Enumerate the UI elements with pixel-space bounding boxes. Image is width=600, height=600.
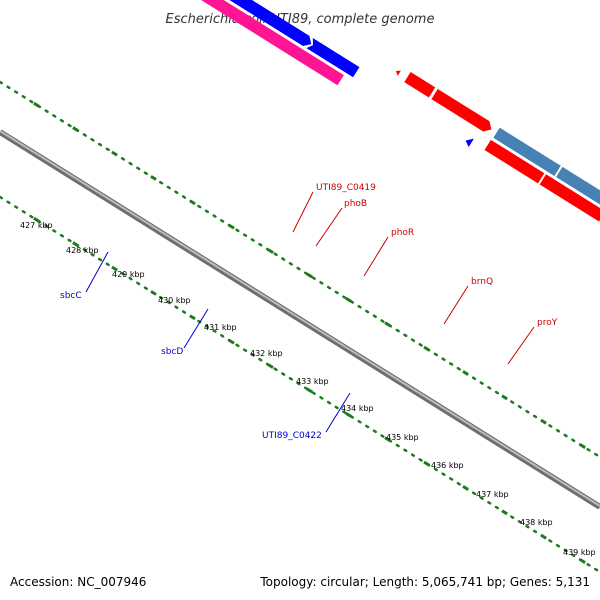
gene-label-uti89-c0422: UTI89_C0422 [262, 431, 322, 441]
tick-label-1: 428 kbp [66, 246, 99, 255]
tick-label-10: 437 kbp [476, 490, 509, 499]
leader-line-3 [443, 285, 469, 325]
gene-label-sbcc: sbcC [60, 291, 82, 301]
tick-label-6: 433 kbp [296, 377, 329, 386]
outer-tick-track [0, 80, 600, 459]
gene-label-proy: proY [537, 318, 558, 328]
leader-line-0 [292, 191, 314, 233]
gene-utI89-c0419 [395, 70, 401, 76]
tick-label-3: 430 kbp [158, 296, 191, 305]
gene-proY-top [556, 166, 600, 215]
leader-line-6 [183, 308, 209, 349]
map-title: Escherichia coli UTI89, complete genome [166, 12, 435, 27]
leader-line-5 [85, 251, 109, 293]
summary-text: Topology: circular; Length: 5,065,741 bp… [259, 575, 590, 589]
gene-label-phob: phoB [344, 199, 367, 209]
gene-C0422 [465, 138, 474, 148]
gene-brnQ-top [493, 127, 561, 176]
gene-forward-3 [306, 37, 360, 78]
gene-label-brnq: brnQ [471, 277, 493, 287]
gene-label-phor: phoR [391, 228, 414, 238]
tick-label-4: 431 kbp [204, 323, 237, 332]
tick-label-0: 427 kbp [20, 221, 53, 230]
gene-phoR [431, 88, 492, 132]
gene-label-sbcd: sbcD [161, 347, 183, 357]
leader-line-2 [363, 236, 389, 277]
leader-line-1 [315, 207, 343, 247]
tick-label-11: 438 kbp [520, 518, 553, 527]
gene-forward-2 [180, 0, 312, 47]
tick-label-9: 436 kbp [431, 461, 464, 470]
tick-label-2: 429 kbp [112, 270, 145, 279]
gene-phoB [404, 71, 436, 98]
accession-text: Accession: NC_007946 [10, 575, 146, 589]
gene-label-uti89-c0419: UTI89_C0419 [316, 183, 376, 193]
outer-dots [0, 80, 600, 459]
leader-line-4 [507, 326, 535, 365]
tick-label-8: 435 kbp [386, 433, 419, 442]
features [171, 0, 600, 222]
gene-red-lower-2 [539, 174, 600, 222]
backbone-highlight [0, 130, 600, 507]
tick-label-12: 439 kbp [563, 548, 596, 557]
inner-dots [0, 195, 600, 574]
tick-labels: 427 kbp 428 kbp 429 kbp 430 kbp 431 kbp 432 k… [20, 221, 596, 557]
gene-red-lower-1 [484, 139, 545, 184]
inner-tick-track [0, 195, 600, 574]
tick-label-5: 432 kbp [250, 349, 283, 358]
gene-magenta [171, 0, 344, 86]
leader-line-7 [325, 392, 351, 433]
tick-label-7: 434 kbp [341, 404, 374, 413]
backbone [0, 129, 600, 510]
gene-labels: UTI89_C0419 phoB phoR brnQ proY sbcC sbcD UTI89… [60, 183, 558, 441]
